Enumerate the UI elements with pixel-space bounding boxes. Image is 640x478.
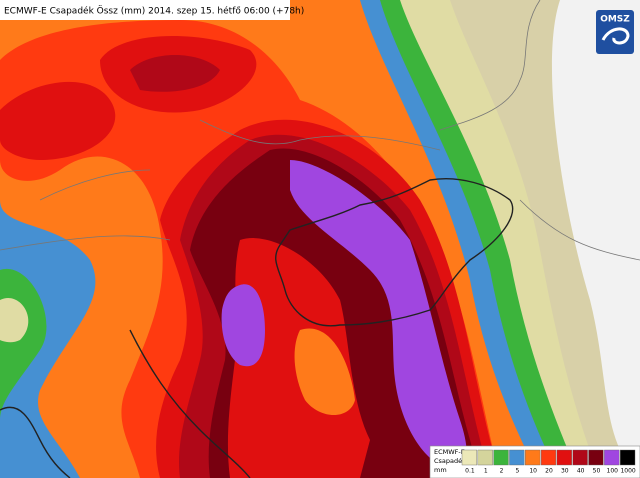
legend-label: 50 <box>593 468 601 475</box>
legend-heading: mm <box>434 466 447 474</box>
borders <box>0 178 514 478</box>
legend-label: 20 <box>545 468 553 475</box>
legend-swatch <box>619 449 636 466</box>
legend-swatch <box>604 449 620 466</box>
legend-swatch <box>525 449 541 466</box>
map-title: ECMWF-E Csapadék Össz (mm) 2014. szep 15… <box>4 6 304 17</box>
legend-label: 30 <box>561 468 569 475</box>
legend-label: 0.1 <box>465 468 475 475</box>
legend-swatch <box>477 449 493 466</box>
logo: OMSZ <box>596 10 634 54</box>
legend-label: 1 <box>484 468 488 475</box>
legend-label: 1000 <box>620 468 635 475</box>
legend-heading: ECMWF-E <box>434 448 465 456</box>
legend-swatch <box>572 449 588 466</box>
legend-swatch <box>556 449 572 466</box>
title-box <box>0 0 290 20</box>
region-lines <box>0 0 640 261</box>
legend-swatch <box>493 449 509 466</box>
legend-label: 100 <box>607 468 619 475</box>
legend-heading: Csapadék <box>434 457 466 465</box>
logo-text: OMSZ <box>600 15 630 25</box>
legend-swatch <box>540 449 557 466</box>
legend-swatch <box>509 449 525 466</box>
legend-label: 10 <box>529 468 537 475</box>
legend-label: 5 <box>515 468 519 475</box>
legend-label: 40 <box>577 468 585 475</box>
legend-swatch <box>588 449 604 466</box>
legend-label: 2 <box>500 468 504 475</box>
legend-swatch <box>461 449 478 466</box>
